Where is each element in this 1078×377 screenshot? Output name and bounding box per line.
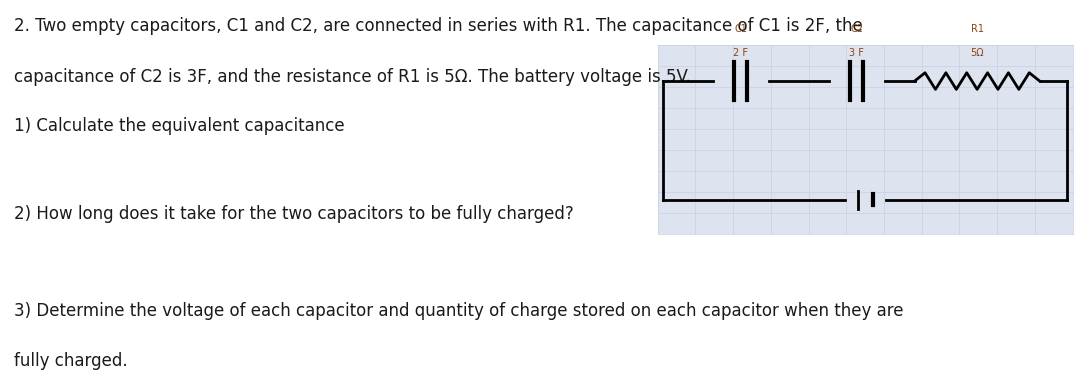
Bar [658,45,1073,234]
Text: R1: R1 [970,24,983,34]
Text: 2 F: 2 F [733,48,748,58]
Text: capacitance of C2 is 3F, and the resistance of R1 is 5Ω. The battery voltage is : capacitance of C2 is 3F, and the resista… [14,68,691,86]
Text: 3) Determine the voltage of each capacitor and quantity of charge stored on each: 3) Determine the voltage of each capacit… [14,302,903,320]
Text: C1: C1 [734,24,747,34]
Text: fully charged.: fully charged. [14,352,127,371]
Text: 3 F: 3 F [849,48,865,58]
Text: C2: C2 [851,24,863,34]
Text: 2) How long does it take for the two capacitors to be fully charged?: 2) How long does it take for the two cap… [14,205,573,224]
Text: 1) Calculate the equivalent capacitance: 1) Calculate the equivalent capacitance [14,117,345,135]
Text: 5Ω: 5Ω [970,48,984,58]
Text: 2. Two empty capacitors, C1 and C2, are connected in series with R1. The capacit: 2. Two empty capacitors, C1 and C2, are … [14,17,862,35]
